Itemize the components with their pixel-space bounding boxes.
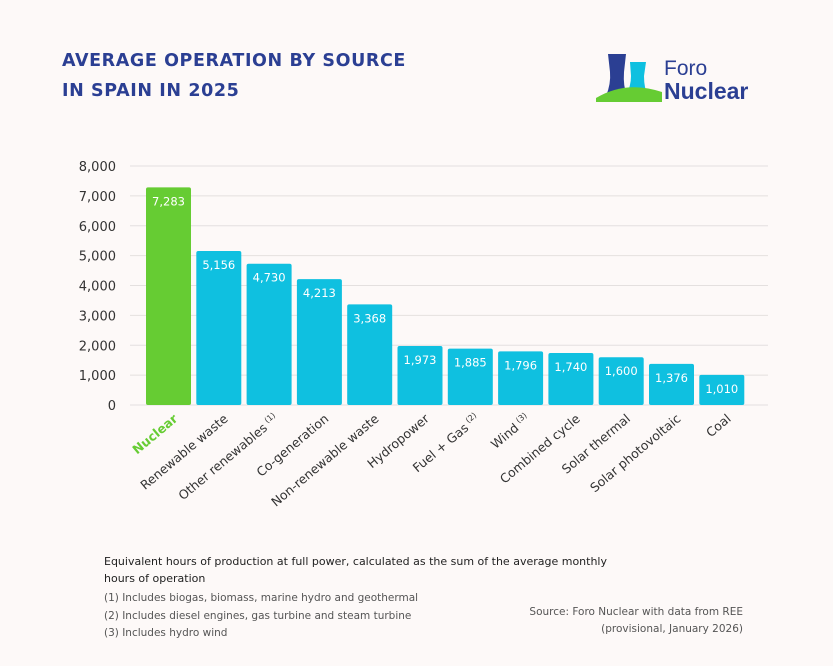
chart-title-line2: IN SPAIN IN 2025 [62,81,240,101]
bar-value-label: 3,368 [353,311,386,325]
x-tick-label: Solar photovoltaic [587,411,684,495]
x-tick-label: Coal [703,411,734,440]
logo-line2: Nuclear [664,78,749,104]
x-tick-label: Other renewables(1) [175,411,281,503]
bar [498,351,544,405]
footnote-3: (3) Includes hydro wind [104,627,228,639]
bar [246,263,292,405]
bar [196,250,242,405]
bar-value-label: 4,730 [253,271,286,285]
source-line2: (provisional, January 2026) [601,623,743,635]
bar [548,353,594,405]
bar [598,357,644,405]
logo-wordmark: Foro Nuclear [664,57,749,104]
bar-value-label: 1,796 [504,358,537,372]
bar-value-label: 1,885 [454,356,487,370]
bar-value-label: 1,600 [605,364,638,378]
source-note: Source: Foro Nuclear with data from REE … [529,604,743,638]
bar [347,304,393,405]
bar-value-label: 1,973 [404,353,437,367]
x-tick-label: Renewable waste [137,411,231,493]
y-tick-label: 3,000 [79,309,116,324]
y-tick-label: 0 [108,399,116,414]
y-tick-label: 7,000 [79,190,116,205]
bar-value-label: 1,010 [705,382,738,396]
source-line1: Source: Foro Nuclear with data from REE [529,606,743,618]
bar [146,187,191,405]
foro-nuclear-logo-icon [596,54,662,102]
y-tick-label: 8,000 [79,160,116,175]
bar-value-label: 1,740 [554,360,587,374]
bar-value-label: 7,283 [152,194,185,208]
chart-title: AVERAGE OPERATION BY SOURCE IN SPAIN IN … [62,46,482,106]
bar-value-label: 1,376 [655,371,688,385]
y-tick-label: 2,000 [79,339,116,354]
bar [649,363,694,405]
bar-value-label: 5,156 [202,258,235,272]
x-tick-label: Wind(3) [488,411,533,452]
y-tick-label: 5,000 [79,250,116,265]
y-tick-label: 4,000 [79,280,116,295]
bar [699,374,745,405]
bar-value-label: 4,213 [303,286,336,300]
y-tick-label: 1,000 [79,369,116,384]
footnote-2: (2) Includes diesel engines, gas turbine… [104,610,412,622]
bar [296,279,342,405]
bar [397,346,443,405]
bar-chart: 0 1,000 2,000 3,000 4,000 5,000 6,000 7,000 8,00… [79,160,768,509]
chart-description: Equivalent hours of production at full p… [104,555,607,585]
chart-title-line1: AVERAGE OPERATION BY SOURCE [62,51,406,71]
footnote-1: (1) Includes biogas, biomass, marine hyd… [104,592,419,604]
logo-line1: Foro [664,57,708,80]
bar [447,348,493,405]
y-tick-label: 6,000 [79,220,116,235]
